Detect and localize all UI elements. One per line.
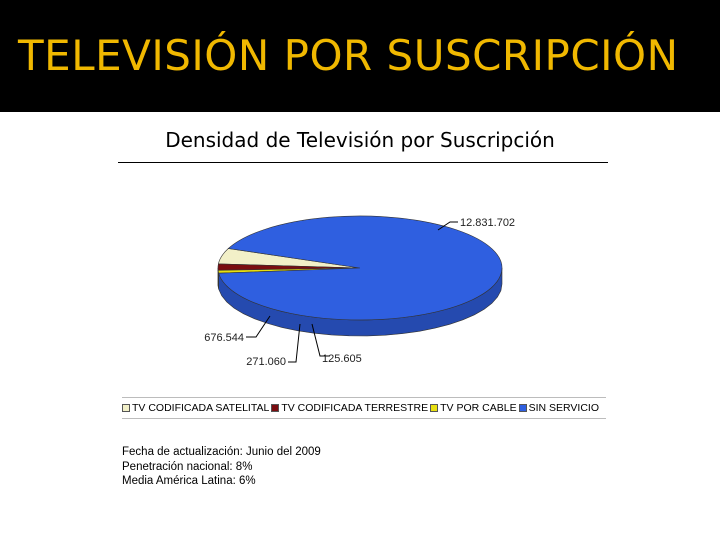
chart-title: Densidad de Televisión por Suscripción — [165, 128, 555, 152]
legend-swatch-terrestre — [271, 404, 280, 412]
slide-header: TELEVISIÓN POR SUSCRIPCIÓN — [0, 0, 720, 112]
chart-legend: TV CODIFICADA SATELITAL TV CODIFICADA TE… — [122, 397, 606, 419]
chart-title-rule — [118, 162, 608, 163]
legend-label-satelital: TV CODIFICADA SATELITAL — [132, 402, 270, 414]
legend-label-sin-servicio: SIN SERVICIO — [528, 402, 600, 414]
leader-line-satelital — [246, 315, 271, 338]
notes-block: Fecha de actualización: Junio del 2009 P… — [122, 445, 321, 489]
note-update-date: Fecha de actualización: Junio del 2009 — [122, 446, 321, 458]
slide-title: TELEVISIÓN POR SUSCRIPCIÓN — [18, 31, 679, 80]
legend-swatch-satelital — [122, 404, 130, 412]
pie-top-group — [217, 215, 503, 321]
data-label-sin-servicio: 12.831.702 — [460, 217, 515, 229]
note-national-penetration: Penetración nacional: 8% — [122, 460, 253, 473]
leader-lines — [246, 221, 458, 363]
legend-item-sin-servicio: SIN SERVICIO — [518, 402, 600, 414]
legend-swatch-cable — [430, 404, 439, 412]
leader-line-sin-servicio — [437, 221, 458, 231]
data-label-satelital: 676.544 — [204, 332, 244, 344]
legend-item-terrestre: TV CODIFICADA TERRESTRE — [271, 402, 428, 414]
data-label-cable: 125.605 — [322, 353, 362, 365]
legend-label-cable: TV POR CABLE — [440, 402, 517, 414]
pie-slice-sin-servicio — [218, 215, 503, 321]
legend-label-terrestre: TV CODIFICADA TERRESTRE — [281, 402, 429, 414]
leader-line-terrestre — [288, 323, 301, 363]
leader-line-cable — [311, 323, 330, 357]
legend-swatch-sin-servicio — [518, 404, 527, 412]
legend-item-cable: TV POR CABLE — [430, 402, 517, 414]
legend-item-satelital: TV CODIFICADA SATELITAL — [122, 402, 269, 414]
note-latam-average: Media América Latina: 6% — [122, 475, 256, 487]
data-label-terrestre: 271.060 — [246, 356, 286, 368]
